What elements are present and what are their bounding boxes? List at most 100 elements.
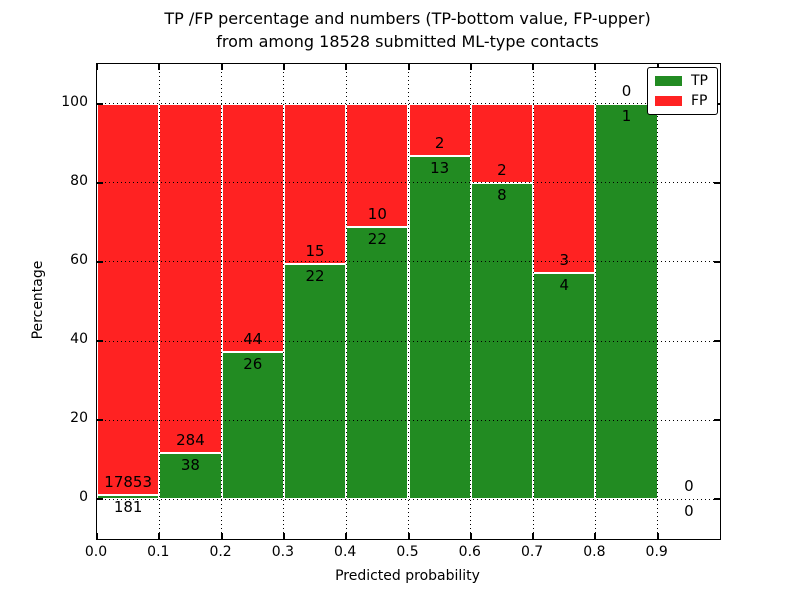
fp-legend-swatch-icon xyxy=(655,96,682,106)
x-tick-mark-bottom xyxy=(656,533,659,539)
x-tick-mark-top xyxy=(407,64,410,70)
x-tick-mark-top xyxy=(158,64,161,70)
tp-count-label: 13 xyxy=(430,159,450,178)
fp-bar-segment xyxy=(221,103,284,353)
y-tick-label: 40 xyxy=(70,331,88,348)
fp-count-label: 2 xyxy=(497,160,507,179)
x-tick-mark-top xyxy=(282,64,285,70)
fp-count-label: 17853 xyxy=(104,473,153,492)
x-tick-label: 0.2 xyxy=(209,544,232,560)
fp-count-label: 10 xyxy=(367,205,387,224)
tp-count-label: 26 xyxy=(243,355,263,374)
x-tick-mark-bottom xyxy=(532,533,535,539)
tp-count-label: 22 xyxy=(367,230,387,249)
v-gridline xyxy=(594,64,596,539)
y-tick-mark-left xyxy=(97,260,103,263)
y-tick-mark-right xyxy=(714,419,720,422)
x-tick-mark-bottom xyxy=(345,533,348,539)
fp-count-label: 0 xyxy=(684,477,694,496)
legend: TP FP xyxy=(647,67,718,115)
tp-count-label: 22 xyxy=(305,267,325,286)
fp-count-label: 3 xyxy=(559,251,570,270)
y-tick-label: 0 xyxy=(79,489,88,506)
x-tick-mark-bottom xyxy=(469,533,472,539)
tp-bar-segment xyxy=(221,352,284,500)
x-tick-mark-top xyxy=(532,64,535,70)
tp-count-label: 0 xyxy=(684,502,694,521)
x-tick-label: 0.0 xyxy=(84,544,108,560)
tp-bar-segment xyxy=(595,103,658,500)
v-gridline xyxy=(657,64,659,539)
fp-count-label: 44 xyxy=(243,330,263,349)
chart-title-line-1: TP /FP percentage and numbers (TP-bottom… xyxy=(164,9,651,28)
y-tick-mark-right xyxy=(714,498,720,501)
x-tick-mark-bottom xyxy=(158,533,161,539)
tp-legend-swatch-icon xyxy=(655,76,682,86)
chart-title-line-2: from among 18528 submitted ML-type conta… xyxy=(216,32,599,51)
x-tick-label: 0.9 xyxy=(645,544,668,560)
y-tick-mark-left xyxy=(97,340,103,343)
v-gridline xyxy=(532,64,534,539)
x-tick-label: 0.1 xyxy=(147,544,170,560)
x-tick-mark-bottom xyxy=(220,533,223,539)
fp-legend-label: FP xyxy=(691,93,708,109)
x-tick-mark-bottom xyxy=(96,533,98,539)
x-tick-label: 0.8 xyxy=(583,544,606,560)
tp-count-label: 8 xyxy=(497,185,507,204)
legend-item-fp: FP xyxy=(655,94,708,108)
v-gridline xyxy=(408,64,409,539)
fp-bar-segment xyxy=(159,103,222,453)
y-tick-label: 60 xyxy=(70,251,88,268)
x-tick-label: 0.4 xyxy=(334,544,357,560)
y-axis-label: Percentage xyxy=(30,260,46,340)
x-tick-mark-top xyxy=(345,64,348,70)
x-tick-label: 0.7 xyxy=(520,544,544,560)
x-tick-mark-bottom xyxy=(282,533,285,539)
plot-area: 17853 181 284 38 44 26 15 22 10 22 2 13 2 8 3 4 0 1 0 0 xyxy=(96,63,721,540)
y-tick-mark-left xyxy=(97,102,103,105)
v-gridline xyxy=(283,64,285,539)
tp-count-label: 4 xyxy=(559,276,570,295)
x-tick-label: 0.6 xyxy=(458,544,481,560)
fp-bar-segment xyxy=(97,103,160,496)
x-tick-mark-top xyxy=(594,64,597,70)
x-tick-mark-top xyxy=(220,64,223,70)
y-tick-mark-left xyxy=(97,181,103,184)
fp-bar-segment xyxy=(346,103,409,228)
x-tick-mark-bottom xyxy=(407,533,410,539)
tp-bar-segment xyxy=(533,273,596,500)
fp-bar-segment xyxy=(283,103,347,265)
fp-bar-segment xyxy=(408,103,471,157)
fp-count-label: 2 xyxy=(434,134,445,153)
y-tick-mark-left xyxy=(97,419,103,422)
tp-bar-segment xyxy=(346,227,409,500)
tp-count-label: 38 xyxy=(180,455,200,474)
fp-bar-segment xyxy=(470,103,534,183)
x-tick-mark-bottom xyxy=(594,533,597,539)
y-tick-mark-right xyxy=(714,340,720,343)
tp-count-label: 1 xyxy=(621,106,632,125)
x-tick-label: 0.3 xyxy=(271,544,295,560)
x-tick-mark-top xyxy=(469,64,472,70)
y-tick-label: 100 xyxy=(61,93,88,110)
y-tick-mark-left xyxy=(97,498,103,501)
x-axis-label: Predicted probability xyxy=(335,568,480,584)
tp-count-label: 181 xyxy=(113,498,143,517)
y-tick-mark-right xyxy=(714,181,720,184)
y-tick-label: 80 xyxy=(70,172,88,189)
tp-bar-segment xyxy=(408,156,471,500)
v-gridline xyxy=(158,64,160,539)
x-tick-mark-top xyxy=(96,64,98,70)
y-tick-mark-right xyxy=(714,260,720,263)
legend-item-tp: TP xyxy=(655,74,708,88)
x-tick-label: 0.5 xyxy=(396,544,419,560)
tp-legend-label: TP xyxy=(691,73,708,89)
fp-bar-segment xyxy=(533,103,596,274)
fp-count-label: 15 xyxy=(305,242,325,261)
v-gridline xyxy=(345,64,347,539)
v-gridline xyxy=(470,64,472,539)
tp-bar-segment xyxy=(283,264,347,500)
fp-count-label: 0 xyxy=(621,81,632,100)
v-gridline xyxy=(221,64,223,539)
